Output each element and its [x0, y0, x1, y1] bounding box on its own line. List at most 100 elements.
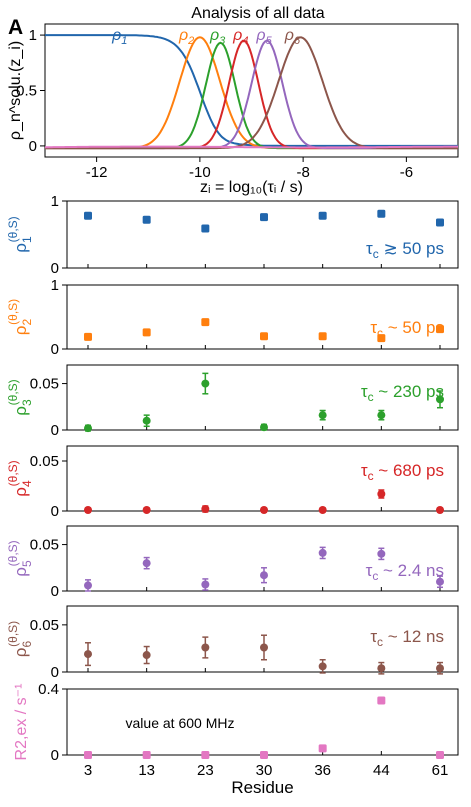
- data-point: [318, 506, 327, 514]
- curve-series-6: [45, 36, 458, 150]
- x-tick-label: -10: [189, 164, 211, 181]
- data-point: [84, 332, 92, 341]
- y-tick-label: 0: [29, 138, 37, 155]
- plot-frame: [66, 200, 459, 269]
- data-point: [84, 424, 92, 433]
- curve-series-3: [45, 41, 458, 150]
- data-point: [377, 549, 386, 558]
- data-point: [201, 224, 210, 233]
- data-point: [260, 332, 268, 341]
- data-point: [142, 416, 151, 425]
- data-point: [142, 651, 151, 660]
- x-tick-label: -6: [400, 164, 413, 181]
- data-point: [201, 505, 210, 513]
- data-point: [436, 577, 444, 586]
- data-point: [377, 664, 386, 673]
- curve-series-7: [45, 145, 458, 149]
- x-tick-label: 23: [197, 762, 214, 779]
- data-point: [260, 213, 268, 222]
- detector-annotation: τc ~ 680 ps: [361, 461, 444, 483]
- data-point: [142, 506, 151, 514]
- data-point: [436, 395, 444, 404]
- detector-annotation: τc ~ 2.4 ns: [366, 561, 444, 583]
- x-axis-label: zᵢ = log₁₀(τᵢ / s): [200, 179, 303, 196]
- data-point: [201, 379, 210, 388]
- y-tick-label: 1: [29, 27, 37, 44]
- data-point: [377, 334, 386, 343]
- data-point: [318, 211, 327, 220]
- curve-label-2: ρ2: [178, 27, 194, 47]
- data-point: [142, 328, 151, 337]
- detector-panel-7: 0 0.4 value at 600 MHz R2,ex / s⁻¹ 3 13 23 30 36…: [13, 681, 459, 797]
- data-point: [260, 643, 268, 652]
- y-tick-label: 0: [51, 664, 59, 681]
- y-tick-label: 0.4: [38, 681, 59, 698]
- y-axis-label: ρ_n^solu.(z_i): [7, 41, 24, 140]
- y-tick-label: 1: [51, 193, 59, 210]
- data-point: [436, 218, 444, 227]
- detector-annotation: value at 600 MHz: [126, 715, 235, 731]
- data-point: [260, 423, 268, 432]
- y-tick-label: 0.05: [30, 537, 59, 554]
- data-point: [84, 581, 92, 590]
- data-point: [318, 662, 327, 671]
- x-tick-label: 36: [314, 762, 331, 779]
- x-tick-label: -8: [296, 164, 309, 181]
- y-axis-label: ρ2(θ,S): [6, 299, 34, 335]
- data-point: [377, 490, 386, 498]
- y-tick-label: 0.05: [30, 617, 59, 634]
- detector-panel-1: 0 1 τc ≳ 50 ps ρ1(θ,S): [6, 193, 459, 277]
- y-tick-label: 0: [51, 747, 59, 764]
- detector-panel-2: 0 1 τc ~ 50 ps ρ2(θ,S): [6, 277, 459, 358]
- data-point: [201, 580, 210, 589]
- data-point: [377, 209, 386, 218]
- data-point: [318, 744, 327, 753]
- plot-frame: [66, 525, 459, 592]
- data-point: [201, 751, 210, 759]
- x-tick-label: 30: [256, 762, 273, 779]
- y-tick-label: 0.05: [30, 453, 59, 470]
- data-point: [84, 650, 92, 659]
- data-point: [318, 332, 327, 341]
- data-point: [377, 411, 386, 420]
- data-point: [84, 506, 92, 514]
- data-point: [260, 506, 268, 514]
- y-axis-label: R2,ex / s⁻¹: [13, 684, 30, 761]
- data-point: [377, 696, 386, 705]
- y-tick-label: 0.5: [16, 83, 37, 100]
- data-point: [260, 751, 268, 759]
- data-point: [201, 643, 210, 652]
- data-point: [436, 751, 444, 759]
- data-point: [84, 211, 92, 220]
- data-point: [201, 318, 210, 327]
- data-point: [84, 751, 92, 759]
- plot-frame: [66, 284, 459, 350]
- data-point: [260, 571, 268, 580]
- data-point: [436, 664, 444, 673]
- curve-label-1: ρ1: [111, 27, 127, 47]
- x-tick-label: 61: [432, 762, 449, 779]
- detector-annotation: τc ~ 50 ps: [370, 318, 444, 340]
- x-tick-label: -12: [86, 164, 108, 181]
- y-tick-label: 0: [51, 422, 59, 439]
- y-tick-label: 1: [51, 277, 59, 294]
- y-tick-label: 0: [51, 583, 59, 600]
- panel-letter: A: [8, 16, 23, 39]
- detector-annotation: τc ≳ 50 ps: [366, 239, 444, 261]
- y-tick-label: 0: [51, 341, 59, 358]
- detector-annotation: τc ~ 230 ps: [361, 382, 444, 404]
- x-tick-label: 44: [373, 762, 390, 779]
- data-point: [436, 325, 444, 334]
- x-tick-label: 3: [84, 762, 92, 779]
- data-point: [318, 548, 327, 557]
- data-point: [436, 506, 444, 514]
- chart-title: Analysis of all data: [191, 5, 325, 22]
- x-axis-label: Residue: [231, 778, 293, 797]
